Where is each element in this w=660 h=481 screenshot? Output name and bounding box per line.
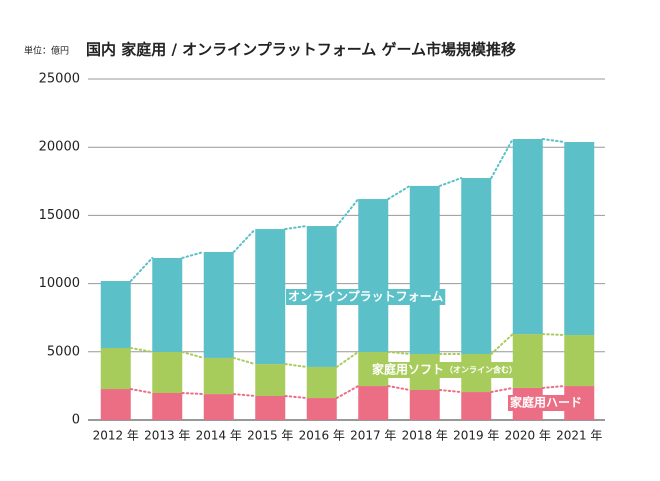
connector-line bbox=[129, 138, 566, 283]
bar-segment bbox=[203, 357, 234, 395]
bar-segment bbox=[409, 389, 440, 420]
y-tick-label: 0 bbox=[72, 413, 80, 428]
bar-segment bbox=[358, 199, 389, 352]
series-label-bg bbox=[286, 289, 446, 305]
x-tick-label: 2012 年 bbox=[93, 429, 139, 443]
x-tick-label: 2013 年 bbox=[144, 429, 190, 443]
series-label: 家庭用ソフト （オンライン含む） bbox=[370, 362, 520, 378]
legend-label: 家庭用ソフト bbox=[372, 362, 444, 377]
connector-line bbox=[129, 333, 566, 368]
legend-label: 家庭用ハード bbox=[510, 395, 582, 410]
x-tick-label: 2021 年 bbox=[556, 429, 602, 443]
bar-segment bbox=[203, 251, 234, 358]
x-tick-label: 2018 年 bbox=[402, 429, 448, 443]
x-tick-label: 2016 年 bbox=[299, 429, 345, 443]
y-tick-label: 15000 bbox=[39, 208, 80, 223]
bar-segment bbox=[203, 394, 234, 420]
y-tick-label: 10000 bbox=[39, 276, 80, 291]
bar-segment bbox=[152, 257, 183, 352]
unit-label: 単位：億円 bbox=[24, 45, 69, 57]
series-label-bg bbox=[508, 395, 585, 411]
bar-segment bbox=[512, 139, 543, 335]
x-tick-label: 2017 年 bbox=[350, 429, 396, 443]
y-tick-label: 20000 bbox=[39, 140, 80, 155]
series-label-bg bbox=[370, 362, 520, 378]
series-label: オンラインプラットフォーム bbox=[286, 289, 446, 305]
bar-segment bbox=[358, 386, 389, 420]
bar-segment bbox=[409, 185, 440, 354]
chart-title: 国内 家庭用 / オンラインプラットフォーム ゲーム市場規模推移 bbox=[86, 41, 516, 59]
x-tick-label: 2015 年 bbox=[247, 429, 293, 443]
x-tick-label: 2014 年 bbox=[196, 429, 242, 443]
bar-segment bbox=[461, 178, 492, 354]
y-tick-label: 5000 bbox=[47, 344, 80, 359]
bar-segment bbox=[306, 366, 337, 399]
bar-segment bbox=[255, 229, 286, 365]
bar-segment bbox=[461, 392, 492, 420]
bar-segment bbox=[100, 389, 131, 420]
series-label: 家庭用ハード bbox=[508, 395, 585, 411]
y-tick-label: 25000 bbox=[39, 72, 80, 87]
bar-segment bbox=[255, 395, 286, 420]
bar-segment bbox=[100, 281, 131, 348]
bar-segment bbox=[255, 364, 286, 396]
legend-note: （オンライン含む） bbox=[445, 365, 517, 375]
connector-line bbox=[129, 385, 566, 400]
bar-segment bbox=[306, 398, 337, 420]
bar-segment bbox=[152, 351, 183, 393]
bar-segment bbox=[564, 335, 595, 387]
bar-segment bbox=[512, 334, 543, 388]
x-tick-label: 2019 年 bbox=[453, 429, 499, 443]
x-tick-label: 2020 年 bbox=[505, 429, 551, 443]
bar-segment bbox=[152, 392, 183, 420]
bar-segment bbox=[564, 142, 595, 336]
legend-label: オンラインプラットフォーム bbox=[288, 289, 443, 304]
bar-segment bbox=[100, 347, 131, 390]
